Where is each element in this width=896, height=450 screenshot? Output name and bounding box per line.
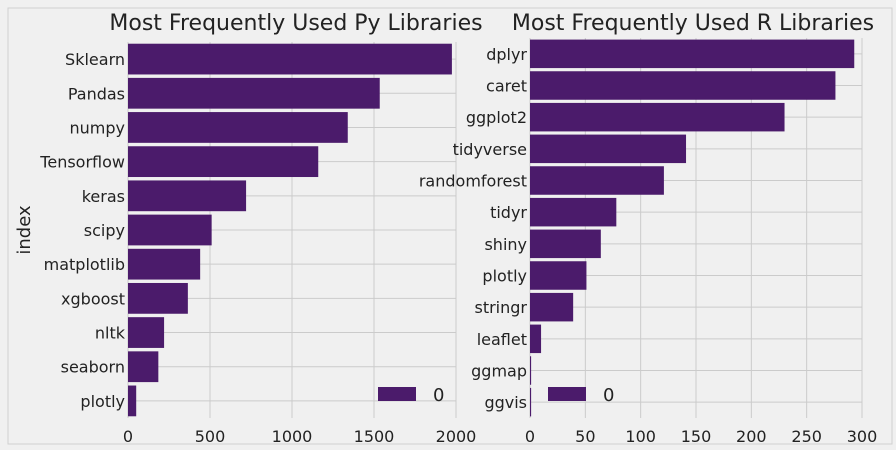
category-label: ggvis <box>484 393 527 412</box>
bar <box>128 214 212 246</box>
category-label: leaflet <box>477 330 527 349</box>
category-label: ggplot2 <box>466 108 527 127</box>
bar <box>530 261 587 290</box>
bar <box>128 146 319 178</box>
category-label: nltk <box>95 324 126 343</box>
bar <box>128 43 452 75</box>
category-label: keras <box>82 187 125 206</box>
legend-swatch <box>548 387 586 401</box>
x-tick-label: 0 <box>525 427 535 446</box>
x-tick-label: 1000 <box>272 427 313 446</box>
bar <box>530 356 532 385</box>
category-label: xgboost <box>61 289 125 308</box>
legend-swatch <box>378 387 416 401</box>
category-label: ggmap <box>471 362 527 381</box>
x-tick-label: 2000 <box>436 427 477 446</box>
bar <box>530 292 574 322</box>
chart-title: Most Frequently Used Py Libraries <box>109 11 482 36</box>
bar <box>530 102 785 132</box>
bar <box>128 180 247 212</box>
x-tick-label: 0 <box>123 427 133 446</box>
category-label: Tensorflow <box>39 153 125 172</box>
bar <box>128 77 380 109</box>
x-tick-label: 500 <box>195 427 226 446</box>
category-label: matplotlib <box>44 255 125 274</box>
bar <box>530 229 601 259</box>
bar <box>530 134 687 164</box>
bar <box>128 385 137 417</box>
category-label: randomforest <box>419 172 527 191</box>
category-label: plotly <box>482 267 527 286</box>
bar <box>530 324 542 354</box>
x-tick-label: 250 <box>791 427 822 446</box>
bar <box>128 317 165 348</box>
legend-label: 0 <box>433 385 444 406</box>
x-tick-label: 50 <box>575 427 595 446</box>
x-tick-label: 1500 <box>354 427 395 446</box>
legend-label: 0 <box>603 385 614 406</box>
x-tick-label: 150 <box>681 427 712 446</box>
x-tick-label: 300 <box>847 427 878 446</box>
category-label: tidyr <box>490 203 527 222</box>
category-label: Sklearn <box>65 50 125 69</box>
bar <box>530 166 664 195</box>
category-label: seaborn <box>61 358 125 377</box>
bar <box>128 248 201 280</box>
bar <box>530 39 855 69</box>
category-label: shiny <box>484 235 527 254</box>
bar <box>530 71 836 100</box>
category-label: scipy <box>84 221 125 240</box>
category-label: numpy <box>70 118 126 137</box>
bar <box>530 387 532 417</box>
category-label: caret <box>486 77 527 96</box>
category-label: stringr <box>474 298 527 317</box>
bar <box>530 197 617 227</box>
category-label: plotly <box>80 392 125 411</box>
x-tick-label: 100 <box>625 427 656 446</box>
bar <box>128 351 159 383</box>
chart-title: Most Frequently Used R Libraries <box>512 11 874 36</box>
x-tick-label: 200 <box>736 427 767 446</box>
category-label: dplyr <box>486 45 527 64</box>
y-axis-label: index <box>14 205 35 255</box>
category-label: tidyverse <box>453 140 527 159</box>
bar <box>128 112 348 143</box>
category-label: Pandas <box>68 84 125 103</box>
bar <box>128 282 188 314</box>
figure-frame <box>7 7 893 445</box>
